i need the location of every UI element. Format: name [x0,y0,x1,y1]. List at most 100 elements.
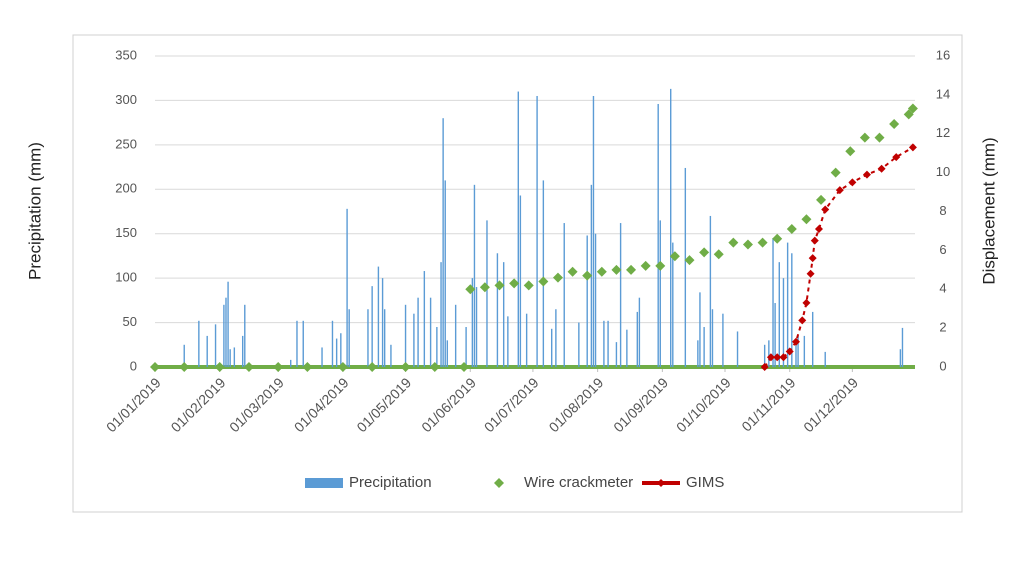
gims-point [835,186,844,195]
y2-tick-label: 0 [939,358,946,373]
crackmeter-point [459,362,470,372]
precipitation-bar [795,343,797,367]
crackmeter-point [273,362,284,372]
precipitation-bar [797,335,799,367]
crackmeter-point [150,362,160,372]
crackmeter-point [523,280,534,291]
precipitation-bar [244,304,246,367]
crackmeter-point [889,119,900,130]
crackmeter-point [684,255,695,266]
precipitation-bar [592,95,595,367]
precipitation-bar [348,309,350,367]
crackmeter-point [816,194,827,205]
y2-tick-label: 10 [936,164,950,179]
crackmeter-point [538,276,549,287]
precipitation-bar [709,215,712,367]
precipitation-bar [722,313,724,367]
gims-point [892,153,901,162]
y2-tick-label: 8 [939,203,946,218]
precipitation-bar [206,335,208,367]
gims-point [779,353,788,362]
crackmeter-point [786,223,797,234]
precipitation-bar [901,327,904,367]
crackmeter-point [214,362,225,372]
precipitation-bar [290,359,292,367]
y-axis-label: Precipitation (mm) [25,142,44,280]
y2-tick-label: 12 [936,125,950,140]
crackmeter-point [699,247,710,258]
legend-swatch [305,478,343,488]
precipitation-bar [321,347,323,367]
precipitation-bar [214,324,217,367]
gims-point [877,164,886,173]
precipitation-bar [699,292,701,367]
precipitation-bar [442,118,444,367]
precipitation-bar [475,287,478,367]
gims-point [802,298,811,307]
precipitation-bar [496,253,499,367]
crackmeter-point [465,284,476,295]
precipitation-bar [586,235,588,367]
crackmeter-point [337,362,348,372]
legend-swatch [494,478,504,488]
crackmeter-point [429,362,440,372]
y-tick-label: 350 [115,47,137,62]
y-tick-label: 50 [123,314,137,329]
precipitation-bar [436,327,438,367]
precipitation-bar [183,344,185,367]
y2-tick-label: 2 [939,320,946,335]
precipitation-bar [697,340,699,367]
precipitation-bar [774,303,776,367]
precipitation-bar [542,180,545,367]
gims-point [814,224,823,233]
precipitation-bar [684,167,687,367]
crackmeter-point [179,362,190,372]
gims-point [848,178,857,187]
precipitation-bar [296,320,298,367]
crackmeter-point [655,260,666,271]
precipitation-bar [619,223,622,367]
gims-point [798,316,807,325]
precipitation-bar [507,316,509,367]
y-tick-label: 250 [115,136,137,151]
precipitation-bar [711,309,714,367]
precipitation-bar [390,344,392,367]
y-tick-label: 200 [115,181,137,196]
precipitation-bar [446,340,449,367]
precipitation-bar [615,342,618,367]
precipitation-bar [594,233,597,367]
crackmeter-point [742,239,753,250]
crackmeter-point [626,264,637,275]
precipitation-bar [377,266,380,367]
crackmeter-point [801,214,812,225]
y-tick-label: 0 [130,358,137,373]
crackmeter-point [757,237,768,248]
legend-label: GIMS [686,474,724,491]
precipitation-bar [227,281,229,367]
precipitation-bar [302,320,304,367]
precipitation-bar [371,286,373,367]
precipitation-bar [225,297,227,367]
precipitation-bar [638,297,641,367]
crackmeter-point [903,109,914,120]
precipitation-bar [471,278,474,367]
gims-point [806,269,815,278]
gims-point [773,353,782,362]
gims-point [808,254,817,263]
crackmeter-point [582,270,593,281]
precipitation-bar [791,253,793,367]
precipitation-bar [555,309,557,367]
legend-swatch [657,479,665,487]
precipitation-bar [454,304,457,367]
gims-point [908,143,917,152]
precipitation-bar [578,322,580,367]
precipitation-bar [782,278,785,367]
crackmeter-point [611,264,622,275]
crackmeter-point [713,249,724,260]
precipitation-bar [519,195,522,367]
precipitation-bar [404,304,407,367]
legend-label: Wire crackmeter [524,474,633,491]
precipitation-bar [536,95,538,367]
precipitation-bar [429,297,432,367]
